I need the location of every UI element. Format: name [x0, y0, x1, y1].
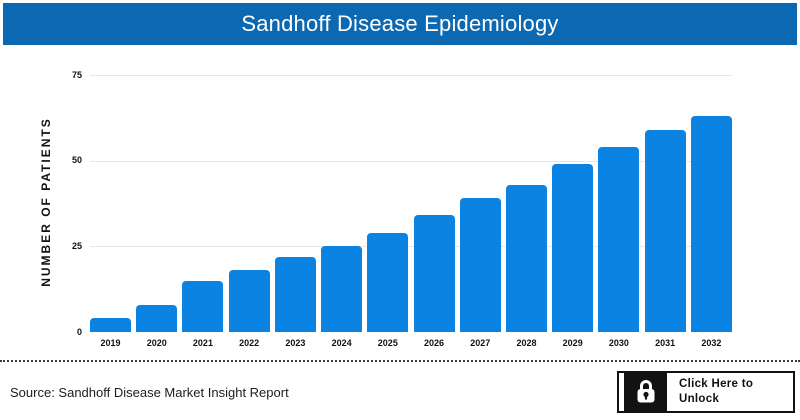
x-tick-label: 2019: [100, 338, 121, 348]
x-tick-label: 2032: [701, 338, 722, 348]
bars-container: [90, 75, 732, 332]
lock-icon: [624, 373, 667, 411]
bar: [228, 270, 270, 332]
gridline: [90, 75, 732, 76]
header-bar: Sandhoff Disease Epidemiology: [3, 3, 797, 45]
bar: [644, 130, 686, 332]
x-tick-label: 2030: [608, 338, 629, 348]
page-title: Sandhoff Disease Epidemiology: [241, 11, 559, 36]
bar: [552, 164, 594, 332]
x-tick-label: 2024: [331, 338, 352, 348]
x-tick-label: 2020: [146, 338, 167, 348]
bar: [459, 198, 501, 332]
bar: [321, 246, 363, 332]
bar: [505, 185, 547, 332]
bar: [598, 147, 640, 332]
x-tick-label: 2031: [655, 338, 676, 348]
x-tick-label: 2029: [562, 338, 583, 348]
plot-area: [90, 75, 732, 332]
bar: [367, 233, 409, 332]
x-axis-labels: 2019 2020 2021 2022 2023 2024 2025 2026 2027 2028…: [90, 338, 732, 348]
y-axis-title: NUMBER OF PATIENTS: [39, 117, 53, 287]
bar: [182, 281, 224, 332]
bar: [90, 318, 131, 332]
unlock-button-gap: [619, 373, 624, 411]
bar: [413, 215, 455, 332]
x-tick-label: 2026: [424, 338, 445, 348]
x-tick-label: 2025: [377, 338, 398, 348]
y-tick-label: 25: [71, 240, 82, 251]
bar: [136, 305, 178, 332]
gridline: [90, 246, 732, 248]
gridline: [90, 160, 732, 162]
dotted-divider: [0, 360, 800, 362]
x-tick-label: 2021: [192, 338, 213, 348]
unlock-button[interactable]: Click Here to Unlock: [617, 371, 795, 413]
bar-chart: NUMBER OF PATIENTS 2019 2020 2021 2022 2023 2…: [0, 45, 800, 360]
y-tick-label: 75: [71, 69, 82, 80]
x-tick-label: 2028: [516, 338, 537, 348]
x-tick-label: 2023: [285, 338, 306, 348]
x-tick-label: 2027: [470, 338, 491, 348]
bar: [690, 116, 732, 332]
bar: [274, 257, 316, 332]
unlock-button-label: Click Here to Unlock: [679, 378, 754, 405]
y-tick-label: 0: [76, 326, 82, 337]
y-tick-label: 50: [71, 155, 82, 166]
source-text: Source: Sandhoff Disease Market Insight …: [10, 385, 289, 400]
x-tick-label: 2022: [239, 338, 260, 348]
